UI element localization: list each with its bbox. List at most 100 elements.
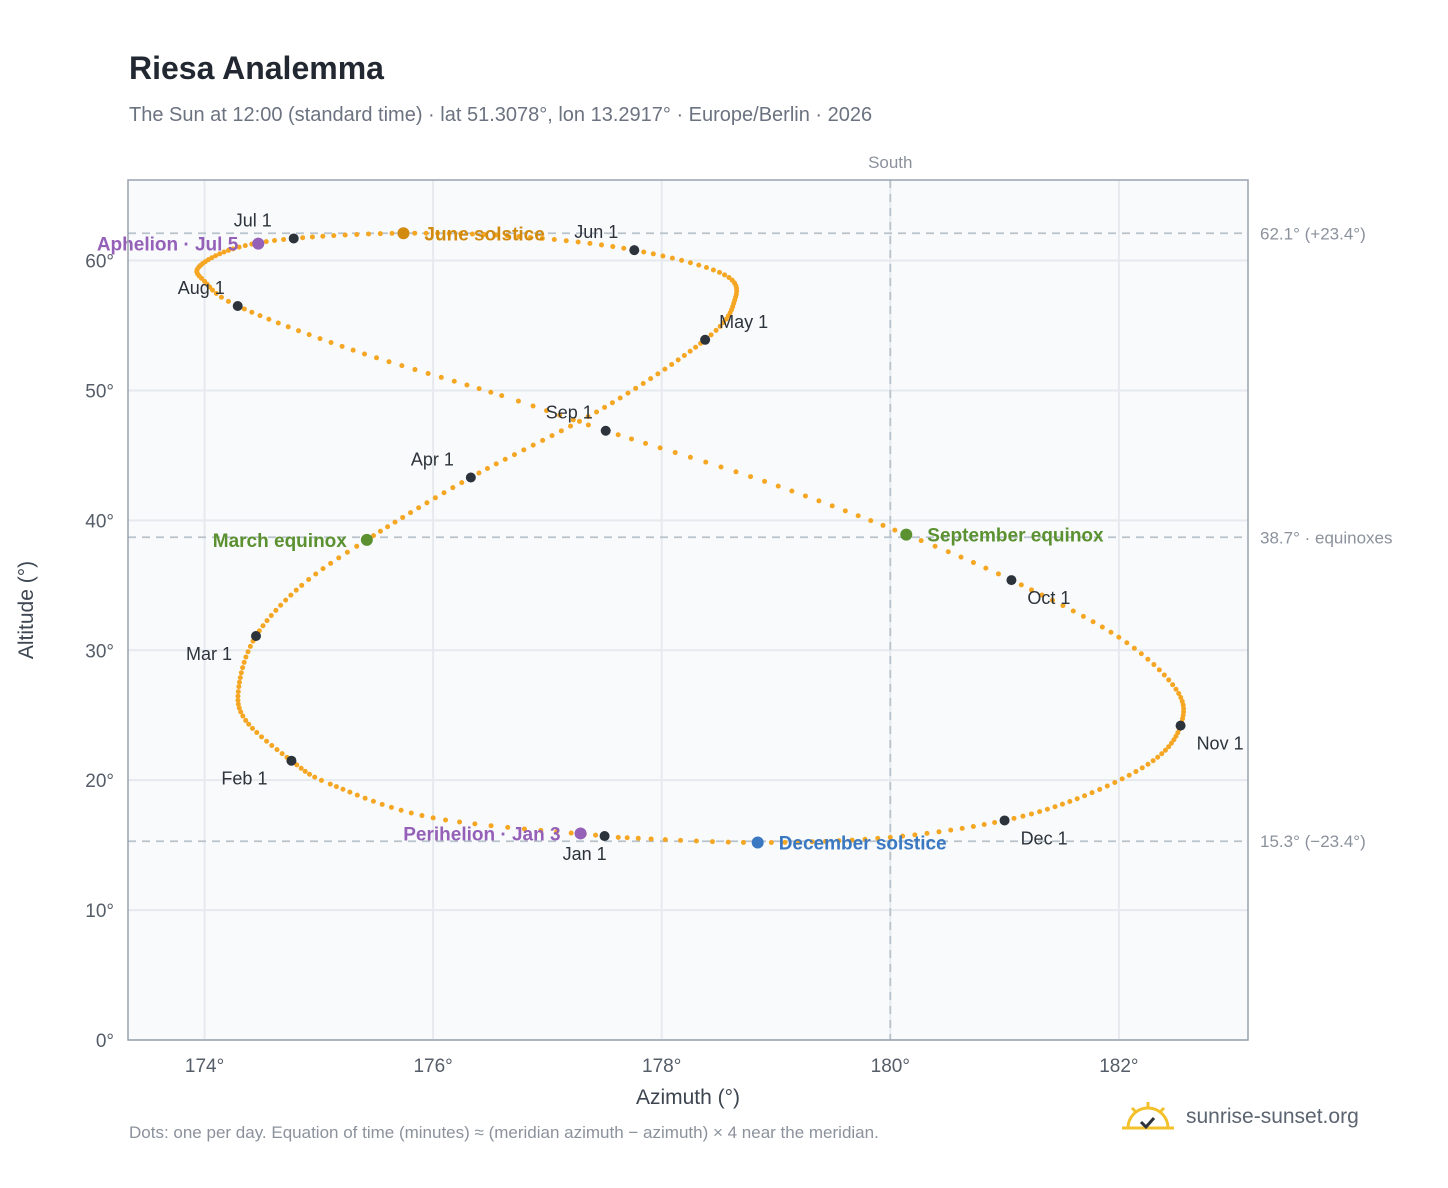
daily-sun-dot: [194, 267, 200, 273]
reference-lines: [128, 180, 1248, 1040]
daily-sun-dot: [243, 654, 249, 660]
footnote: Dots: one per day. Equation of time (min…: [129, 1123, 879, 1142]
daily-sun-dot: [263, 239, 269, 245]
month-marker-label: Oct 1: [1027, 588, 1070, 608]
daily-sun-dot: [269, 742, 275, 748]
daily-sun-dot: [266, 316, 272, 322]
month-marker-label: Sep 1: [546, 403, 593, 423]
daily-sun-dot: [1173, 686, 1179, 692]
daily-sun-dot: [1179, 719, 1185, 725]
daily-sun-dot: [610, 244, 616, 250]
daily-sun-dot: [285, 324, 291, 330]
daily-sun-dot: [313, 571, 319, 577]
daily-sun-dot: [615, 834, 621, 840]
x-tick-label: 174°: [185, 1056, 224, 1077]
daily-sun-dot: [342, 232, 348, 238]
daily-sun-dot: [1039, 592, 1045, 598]
daily-sun-dot: [981, 822, 987, 828]
daily-sun-dot: [236, 705, 242, 711]
daily-sun-dot: [1089, 790, 1095, 796]
daily-sun-dot: [599, 242, 605, 248]
daily-sun-dot: [1104, 783, 1110, 789]
y-axis-label: Altitude (°): [15, 561, 38, 659]
month-marker-dot: [999, 815, 1010, 826]
daily-sun-dot: [718, 464, 724, 470]
daily-sun-dot: [679, 257, 685, 263]
daily-sun-dot: [328, 340, 334, 346]
x-tick-label: 180°: [871, 1056, 910, 1077]
daily-sun-dot: [1029, 587, 1035, 593]
daily-sun-dot: [236, 684, 242, 690]
daily-sun-dot: [558, 428, 564, 434]
daily-sun-dot: [729, 277, 735, 283]
daily-sun-dot: [202, 278, 208, 284]
daily-sun-dot: [408, 510, 414, 516]
daily-sun-dot: [631, 247, 637, 253]
daily-sun-dot: [615, 432, 621, 438]
y-tick-label: 30°: [85, 641, 114, 662]
daily-sun-dot: [331, 233, 337, 239]
daily-sun-dot: [721, 320, 727, 326]
daily-sun-dot: [755, 840, 761, 846]
daily-sun-dot: [1139, 765, 1145, 771]
daily-sun-dot: [655, 371, 661, 377]
daily-sun-dot: [1162, 747, 1168, 753]
daily-sun-dot: [1176, 726, 1182, 732]
daily-sun-dot: [275, 320, 281, 326]
event-markers: June solstice December solstice March equi…: [97, 224, 1104, 854]
daily-sun-dot: [992, 820, 998, 826]
daily-sun-dot: [459, 480, 465, 486]
axis-ticks: 174° 176° 178° 180° 182° 0° 10° 20° 30° 40° 50° 60°…: [85, 153, 1392, 1077]
daily-sun-dot: [213, 253, 219, 259]
daily-sun-dot: [538, 827, 544, 833]
daily-sun-dot: [488, 389, 494, 395]
daily-sun-dot: [875, 835, 881, 841]
daily-sun-dot: [1067, 798, 1073, 804]
daily-sun-dot: [1060, 603, 1066, 609]
daily-sun-dot: [948, 827, 954, 833]
reference-line-label: 15.3° (−23.4°): [1260, 832, 1366, 851]
month-marker-label: Jan 1: [563, 844, 607, 864]
daily-sun-dot: [880, 522, 886, 528]
daily-sun-dot: [458, 231, 464, 237]
daily-sun-dot: [521, 826, 527, 832]
daily-sun-dot: [256, 628, 262, 634]
daily-sun-dot: [451, 378, 457, 384]
daily-sun-dot: [1145, 656, 1151, 662]
reference-line-label: 38.7° · equinoxes: [1260, 528, 1393, 547]
daily-sun-dot: [499, 393, 505, 399]
daily-sun-dot: [273, 607, 279, 613]
daily-sun-dot: [528, 234, 534, 240]
daily-sun-dot: [1168, 740, 1174, 746]
event-marker-label: September equinox: [927, 526, 1104, 547]
daily-sun-dot: [621, 245, 627, 251]
daily-sun-dot: [249, 725, 255, 731]
daily-sun-dot: [687, 260, 693, 266]
month-markers: Jan 1 Feb 1 Mar 1 Apr 1 May 1 Jun 1 Jul 1 Aug 1…: [178, 210, 1244, 864]
daily-sun-dot: [283, 597, 289, 603]
daily-sun-dot: [199, 275, 205, 281]
daily-sun-dot: [530, 442, 536, 448]
daily-sun-dot: [633, 385, 639, 391]
daily-sun-dot: [221, 249, 227, 255]
daily-sun-dot: [730, 304, 736, 310]
daily-sun-dot: [472, 821, 478, 827]
daily-sun-dot: [1180, 702, 1186, 708]
daily-sun-dot: [377, 528, 383, 534]
daily-sun-dot: [388, 804, 394, 810]
daily-sun-dot: [723, 316, 729, 322]
daily-sun-dot: [257, 313, 263, 319]
daily-sun-dot: [602, 833, 608, 839]
daily-sun-dot: [855, 513, 861, 519]
daily-sun-dot: [1082, 793, 1088, 799]
daily-sun-dot: [502, 456, 508, 462]
month-marker-dot: [629, 245, 640, 256]
daily-sun-dot: [678, 837, 684, 843]
daily-sun-dot: [246, 721, 252, 727]
event-marker-dot: [252, 237, 265, 250]
daily-sun-dot: [398, 807, 404, 813]
daily-sun-dot: [241, 306, 247, 312]
brand-logo[interactable]: sunrise-sunset.org: [1120, 1100, 1359, 1134]
daily-sun-dot: [306, 332, 312, 338]
